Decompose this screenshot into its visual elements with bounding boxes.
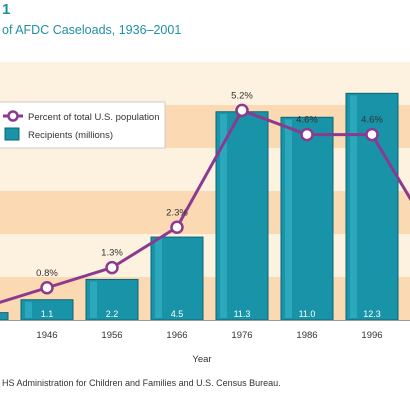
line-value-label: 5.2%: [231, 90, 253, 101]
x-tick-label: 1976: [231, 330, 252, 341]
background-band: [0, 234, 410, 277]
line-point: [365, 127, 379, 142]
background-band: [0, 191, 410, 234]
legend-box: [0, 101, 166, 149]
legend-label-percent: Percent of total U.S. population: [28, 112, 160, 123]
line-value-label: 4.6%: [296, 115, 318, 126]
line-point: [235, 103, 249, 118]
line-point: [40, 281, 54, 295]
bar-value-label: 4.5: [171, 309, 184, 319]
legend-marker-swatch: [7, 110, 19, 122]
line-point: [105, 260, 119, 275]
line-value-label: 2.3%: [166, 207, 188, 218]
bar-value-label: 1.1: [41, 309, 54, 319]
bar: [85, 278, 139, 321]
legend-bar-swatch: [4, 127, 20, 141]
bar: [150, 236, 204, 321]
legend: Percent of total U.S. population Recipien…: [0, 101, 166, 149]
line-value-label: 0.8%: [36, 268, 58, 279]
line-point: [300, 127, 314, 142]
bar-series: [0, 92, 399, 321]
line-point: [170, 220, 184, 235]
background-band: [0, 62, 410, 105]
x-tick-label: 1996: [361, 330, 382, 341]
x-tick-label: 1966: [166, 330, 187, 341]
bar: [215, 111, 269, 321]
percent-line: [0, 108, 410, 304]
line-value-label: 1.3%: [101, 248, 123, 259]
x-axis-label: Year: [192, 354, 211, 365]
x-tick-label: 1946: [36, 330, 57, 341]
bar: [345, 92, 399, 321]
x-tick-label: 1986: [296, 330, 317, 341]
bar: [280, 116, 334, 321]
source-note: HS Administration for Children and Famil…: [2, 378, 281, 388]
background-band: [0, 148, 410, 191]
x-axis: 19461956196619761986199620Year: [0, 320, 410, 365]
bar-value-labels: 1.1 2.2 4.5 11.3 11.0 12.3: [41, 309, 381, 319]
bar-value-label: 2.2: [106, 309, 119, 319]
line-value-label: 4.6%: [361, 115, 383, 126]
figure-number: 1: [2, 1, 11, 18]
x-tick-label: 1956: [101, 330, 122, 341]
chart-title: of AFDC Caseloads, 1936–2001: [2, 23, 182, 37]
bar-value-label: 11.0: [299, 309, 316, 319]
legend-label-recipients: Recipients (millions): [28, 130, 113, 141]
bar: [0, 312, 9, 321]
bar-value-label: 12.3: [363, 309, 381, 319]
bar-value-label: 11.3: [234, 309, 251, 319]
line-series: 0.8% 1.3% 2.3% 5.2% 4.6% 4.6%: [0, 90, 410, 304]
